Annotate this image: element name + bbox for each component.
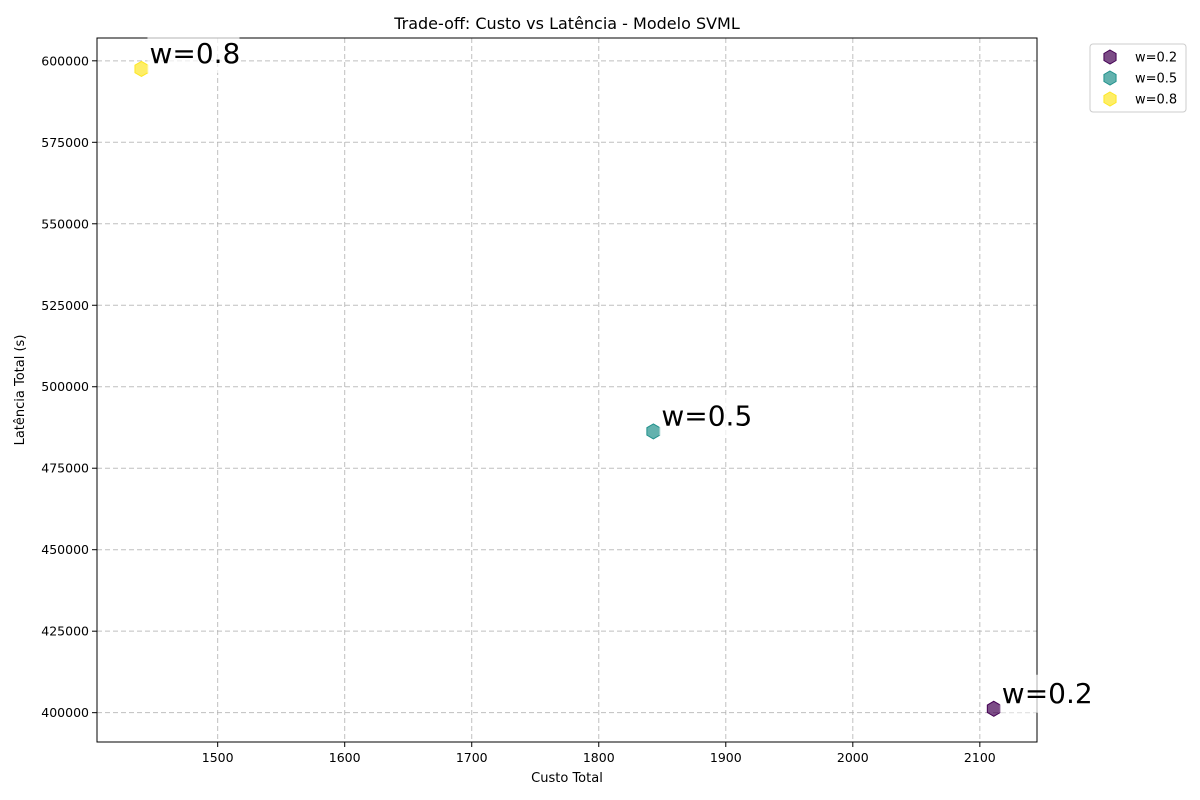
x-tick-label: 1800 — [583, 750, 615, 765]
legend-label: w=0.5 — [1135, 72, 1177, 87]
x-tick-label: 2000 — [837, 750, 869, 765]
x-tick-label: 1500 — [202, 750, 234, 765]
plot-area-frame — [96, 37, 1038, 743]
x-tick-label: 1700 — [456, 750, 488, 765]
annotation-background — [147, 34, 240, 73]
x-axis-label: Custo Total — [531, 771, 603, 786]
axis-ticks: 1500 1600 1700 1800 1900 2000 2100 400000 425000… — [41, 53, 996, 765]
legend-label: w=0.8 — [1135, 93, 1177, 108]
grid-lines — [97, 38, 1037, 742]
point-annotation: w=0.5 — [661, 399, 752, 432]
chart-title: Trade-off: Custo vs Latência - Modelo SV… — [393, 14, 740, 33]
y-tick-label: 475000 — [41, 461, 89, 476]
x-tick-label: 1600 — [329, 750, 361, 765]
x-tick-label: 2100 — [964, 750, 996, 765]
y-axis-label: Latência Total (s) — [13, 335, 28, 446]
annotation-background — [999, 674, 1092, 713]
legend-label: w=0.2 — [1135, 51, 1177, 66]
point-annotation: w=0.2 — [1002, 677, 1093, 710]
x-tick-label: 1900 — [710, 750, 742, 765]
y-tick-label: 600000 — [41, 53, 89, 68]
y-tick-label: 550000 — [41, 216, 89, 231]
legend-marker — [1103, 49, 1117, 65]
point-annotation: w=0.8 — [149, 37, 240, 70]
y-tick-label: 525000 — [41, 298, 89, 313]
y-tick-label: 450000 — [41, 542, 89, 557]
data-points — [134, 60, 1001, 717]
data-point — [986, 700, 1001, 717]
y-tick-label: 500000 — [41, 379, 89, 394]
annotation-background — [659, 397, 752, 436]
data-point — [134, 60, 149, 78]
y-tick-label: 400000 — [41, 705, 89, 720]
point-annotations: w=0.2 w=0.5 w=0.8 — [147, 34, 1093, 713]
legend-marker — [1103, 70, 1117, 86]
y-tick-label: 425000 — [41, 624, 89, 639]
legend: w=0.2 w=0.5 w=0.8 — [1089, 43, 1187, 113]
y-tick-label: 575000 — [41, 135, 89, 150]
data-point — [646, 423, 661, 440]
legend-marker — [1103, 91, 1117, 107]
